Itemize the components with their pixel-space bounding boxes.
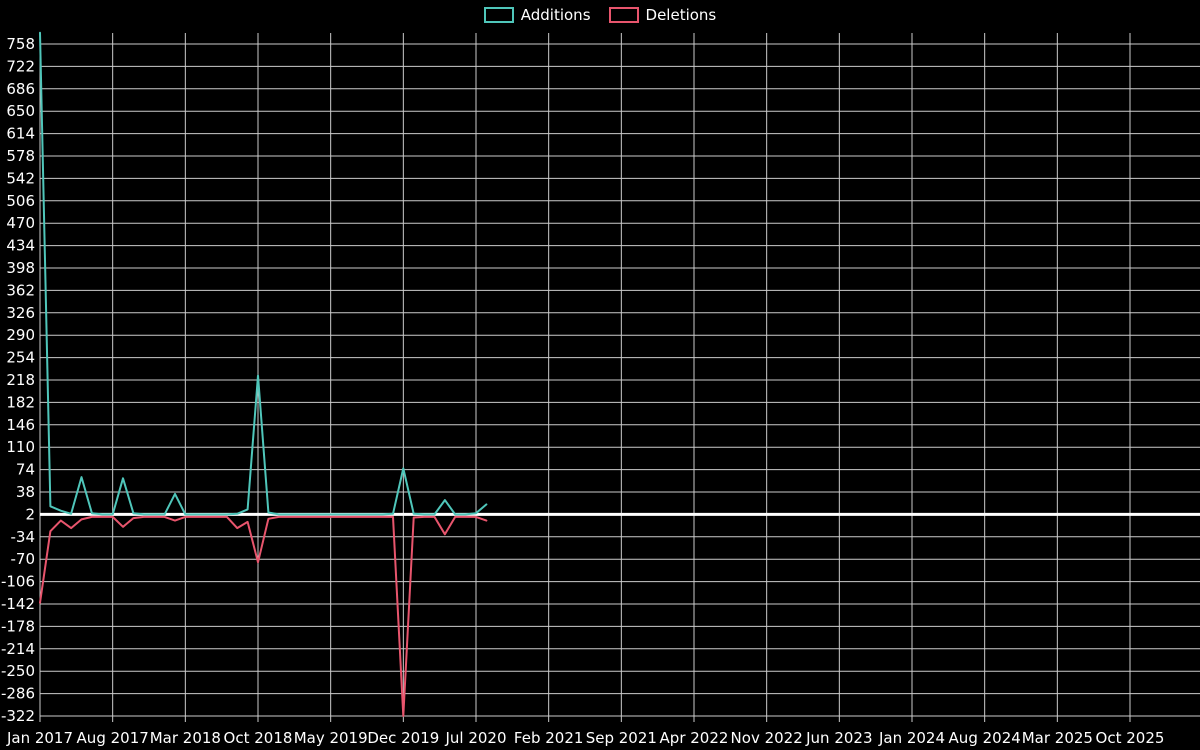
x-axis-label: Jul 2020 — [444, 729, 506, 747]
y-axis-label: 38 — [16, 483, 35, 501]
y-axis-label: 542 — [6, 169, 35, 187]
x-axis-label: Nov 2022 — [731, 729, 803, 747]
y-axis-label: 326 — [6, 304, 35, 322]
y-axis-label: 758 — [6, 35, 35, 53]
y-axis-label: -70 — [11, 550, 36, 568]
y-axis-label: -142 — [1, 595, 35, 613]
x-axis-label: Feb 2021 — [514, 729, 584, 747]
x-axis-label: Jan 2024 — [878, 729, 945, 747]
y-axis-label: 74 — [16, 461, 35, 479]
series-line-additions — [39, 31, 488, 516]
legend-item-deletions[interactable]: Deletions — [608, 6, 717, 24]
y-axis-label: 2 — [25, 505, 35, 523]
additions-swatch-icon — [483, 7, 514, 23]
y-axis-label: 578 — [6, 147, 35, 165]
chart-legend: Additions Deletions — [0, 6, 1200, 24]
y-axis-label: 290 — [6, 326, 35, 344]
y-axis-label: 110 — [6, 438, 35, 456]
y-axis-label: 686 — [6, 80, 35, 98]
y-axis-label: -34 — [11, 528, 36, 546]
legend-label-deletions: Deletions — [645, 6, 717, 24]
y-axis-label: 722 — [6, 57, 35, 75]
y-axis-label: 614 — [6, 125, 35, 143]
y-axis-label: -286 — [1, 685, 35, 703]
y-axis-label: 182 — [6, 393, 35, 411]
y-axis-label: 470 — [6, 214, 35, 232]
y-axis-label: -106 — [1, 573, 35, 591]
x-axis-label: Apr 2022 — [660, 729, 729, 747]
y-axis-label: 434 — [6, 237, 35, 255]
y-axis-label: -322 — [1, 707, 35, 725]
x-axis-label: Mar 2025 — [1022, 729, 1093, 747]
x-axis-label: Oct 2025 — [1096, 729, 1165, 747]
x-axis-label: Mar 2018 — [150, 729, 221, 747]
y-axis-label: -178 — [1, 617, 35, 635]
x-axis-label: Dec 2019 — [367, 729, 439, 747]
series-line-deletions — [39, 515, 488, 717]
deletions-swatch-icon — [608, 7, 639, 23]
y-axis-label: -214 — [1, 640, 35, 658]
y-axis-label: 506 — [6, 192, 35, 210]
y-axis-label: 650 — [6, 102, 35, 120]
y-axis-label: 398 — [6, 259, 35, 277]
y-axis-label: 218 — [6, 371, 35, 389]
y-axis-label: -250 — [1, 662, 35, 680]
x-axis-label: Aug 2017 — [77, 729, 149, 747]
y-axis-label: 146 — [6, 416, 35, 434]
x-axis-label: May 2019 — [294, 729, 368, 747]
y-axis-label: 254 — [6, 349, 35, 367]
legend-label-additions: Additions — [520, 6, 591, 24]
x-axis-label: Oct 2018 — [224, 729, 293, 747]
y-axis-label: 362 — [6, 281, 35, 299]
x-axis-label: Jan 2017 — [6, 729, 73, 747]
x-axis-label: Aug 2024 — [949, 729, 1021, 747]
x-axis-label: Sep 2021 — [586, 729, 657, 747]
legend-item-additions[interactable]: Additions — [483, 6, 591, 24]
x-axis-label: Jun 2023 — [805, 729, 872, 747]
